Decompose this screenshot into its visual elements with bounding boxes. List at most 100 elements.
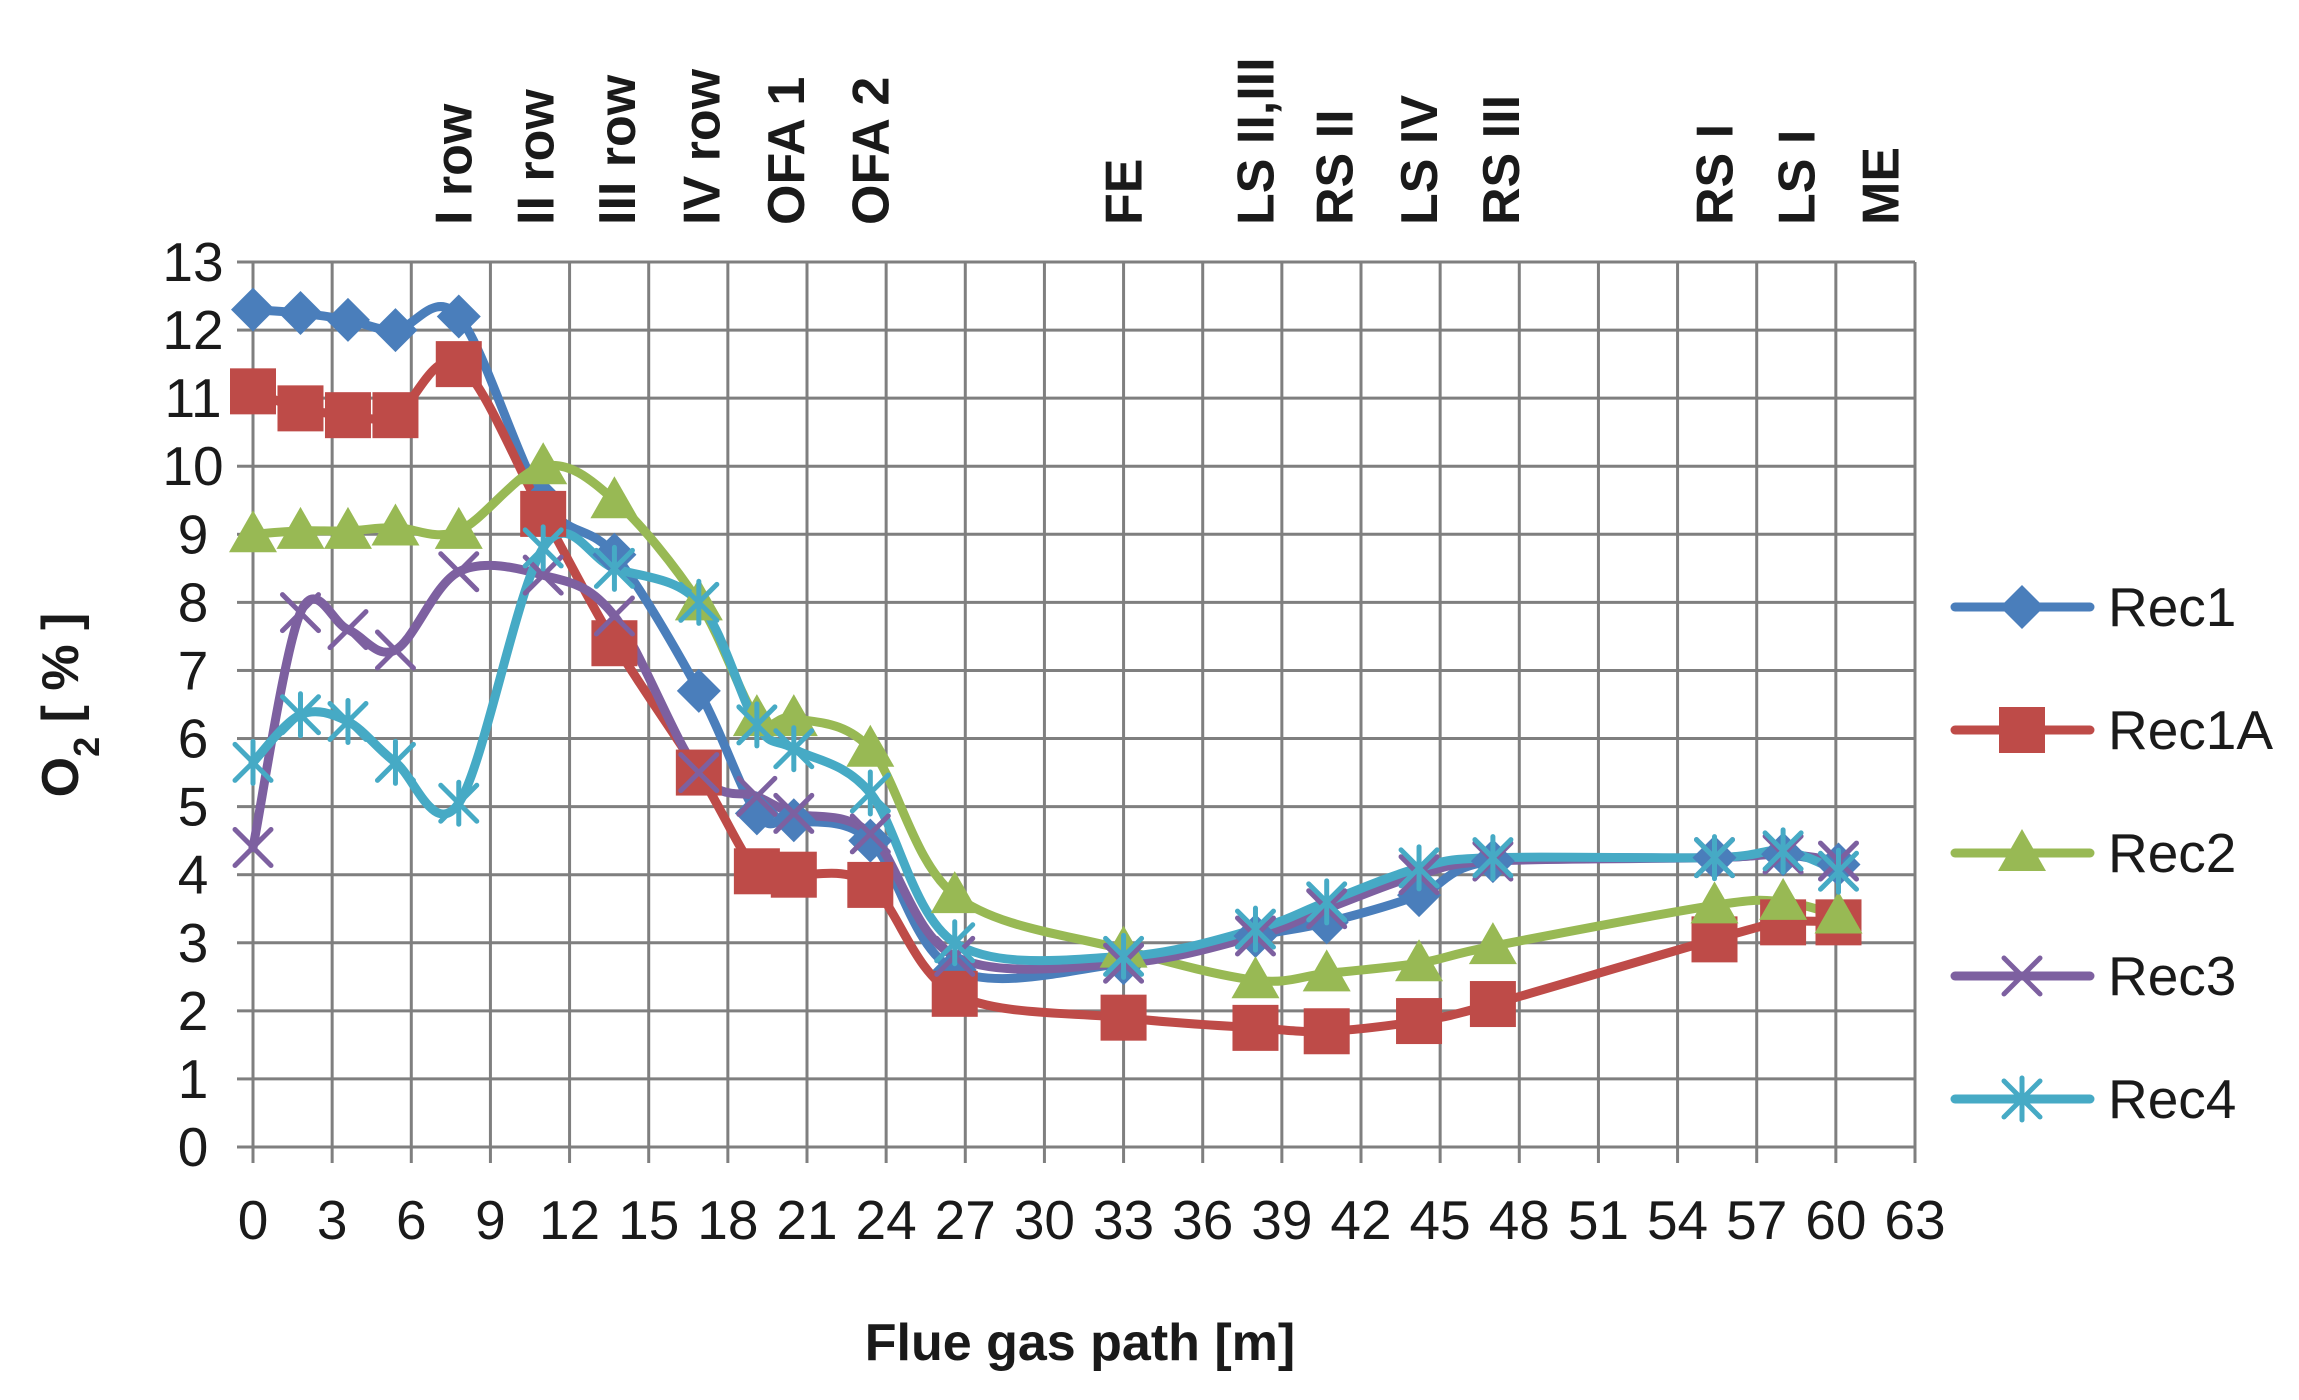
legend-marker xyxy=(1999,707,2045,753)
point-rec1a xyxy=(1232,1004,1279,1051)
y-tick-label: 2 xyxy=(178,980,209,1042)
marker-stroke xyxy=(736,775,778,817)
section-label: OFA 2 xyxy=(842,77,900,225)
point-rec3 xyxy=(374,629,416,671)
point-rec1 xyxy=(373,308,418,353)
marker-stroke xyxy=(678,752,720,794)
point-rec1 xyxy=(771,798,816,843)
point-rec3 xyxy=(593,595,635,637)
point-rec2 xyxy=(229,510,277,553)
point-rec2 xyxy=(1468,922,1517,965)
x-tick-label: 54 xyxy=(1647,1189,1708,1251)
x-tick-label: 39 xyxy=(1251,1189,1312,1251)
section-label: III row xyxy=(589,74,647,225)
point-rec4 xyxy=(934,919,976,967)
section-label: RS III xyxy=(1473,95,1531,225)
x-tick-label: 63 xyxy=(1884,1189,1945,1251)
marker-stroke xyxy=(849,813,891,855)
point-rec1a xyxy=(1469,981,1516,1028)
legend-label: Rec2 xyxy=(2108,822,2236,884)
point-rec4 xyxy=(1472,834,1514,882)
point-rec1a xyxy=(1691,916,1738,963)
point-rec3 xyxy=(279,592,321,634)
point-rec1a xyxy=(435,341,482,388)
point-rec1a xyxy=(591,620,638,667)
legend-item-rec1a: Rec1A xyxy=(1950,699,2273,761)
point-rec2 xyxy=(1814,891,1863,934)
point-rec2 xyxy=(590,476,639,519)
x-tick-label: 18 xyxy=(697,1189,758,1251)
point-rec1 xyxy=(734,791,779,836)
x-tick-labels: 0 3 6 9 12 15 18 21 24 27 30 33 36 39 42 45 48 51 54 57 60 63 xyxy=(238,1189,1946,1251)
y-tick-label: 10 xyxy=(162,435,223,497)
marker-stroke xyxy=(374,629,416,671)
legend-label: Rec3 xyxy=(2108,945,2236,1007)
section-label: FE xyxy=(1096,159,1154,225)
point-rec3 xyxy=(773,792,815,834)
point-rec1a xyxy=(1100,994,1147,1041)
point-rec4 xyxy=(1762,827,1804,875)
point-rec4 xyxy=(279,691,321,739)
section-label: OFA 1 xyxy=(758,77,816,225)
point-rec2 xyxy=(1231,956,1280,999)
y-tick-label: 7 xyxy=(178,639,209,701)
y-axis-title-subscript: 2 xyxy=(66,737,107,757)
y-tick-label: 4 xyxy=(178,844,209,906)
y-tick-label: 0 xyxy=(178,1116,209,1178)
point-rec1a xyxy=(1303,1008,1350,1055)
x-tick-label: 30 xyxy=(1014,1189,1075,1251)
point-rec1a xyxy=(324,392,371,439)
legend-item-rec4: Rec4 xyxy=(1950,1068,2236,1130)
x-tick-label: 42 xyxy=(1330,1189,1391,1251)
legend-label: Rec1A xyxy=(2108,699,2273,761)
section-label: I row xyxy=(425,103,483,225)
point-rec1a xyxy=(1396,998,1443,1045)
x-tick-label: 12 xyxy=(539,1189,600,1251)
section-label: RS I xyxy=(1687,124,1745,225)
section-label: ME xyxy=(1853,147,1911,225)
y-tick-label: 13 xyxy=(162,231,223,293)
legend-item-rec2: Rec2 xyxy=(1950,822,2236,884)
point-rec1a xyxy=(770,851,817,898)
point-rec4 xyxy=(593,544,635,592)
point-rec4 xyxy=(849,769,891,817)
point-rec1 xyxy=(325,297,370,342)
x-tick-label: 51 xyxy=(1568,1189,1629,1251)
series-line-rec4 xyxy=(248,528,1843,966)
point-rec1 xyxy=(676,668,721,713)
x-tick-label: 0 xyxy=(238,1189,269,1251)
point-rec1 xyxy=(278,291,323,336)
x-tick-label: 24 xyxy=(856,1189,917,1251)
legend: Rec1 Rec1A Rec2 Rec3 Rec4 xyxy=(1950,576,2273,1130)
point-rec4 xyxy=(773,725,815,773)
legend-label: Rec4 xyxy=(2108,1068,2236,1130)
series-markers xyxy=(229,287,1863,1055)
point-rec1a xyxy=(230,368,276,415)
legend-item-rec1: Rec1 xyxy=(1950,576,2236,638)
point-rec1 xyxy=(231,287,275,332)
x-tick-label: 57 xyxy=(1726,1189,1787,1251)
point-rec1a xyxy=(372,392,419,439)
y-tick-label: 11 xyxy=(164,367,221,429)
point-rec3 xyxy=(849,813,891,855)
x-tick-label: 15 xyxy=(618,1189,679,1251)
section-annotations: I row II row III row IV row OFA 1 OFA 2 FE LS I… xyxy=(425,57,1910,225)
x-tick-label: 45 xyxy=(1410,1189,1471,1251)
point-rec1a xyxy=(931,970,978,1017)
point-rec4 xyxy=(1694,834,1736,882)
point-rec4 xyxy=(438,779,480,827)
y-tick-label: 12 xyxy=(162,299,223,361)
point-rec4 xyxy=(1306,878,1348,926)
legend-marker xyxy=(2001,955,2043,997)
legend-marker xyxy=(2000,585,2044,629)
point-rec4 xyxy=(1398,844,1440,892)
section-label: LS IV xyxy=(1391,95,1449,225)
x-tick-label: 6 xyxy=(396,1189,427,1251)
legend-label: Rec1 xyxy=(2108,576,2236,638)
point-rec2 xyxy=(769,694,818,737)
legend-item-rec3: Rec3 xyxy=(1950,945,2236,1007)
y-tick-label: 6 xyxy=(178,708,209,770)
point-rec2 xyxy=(371,503,420,546)
